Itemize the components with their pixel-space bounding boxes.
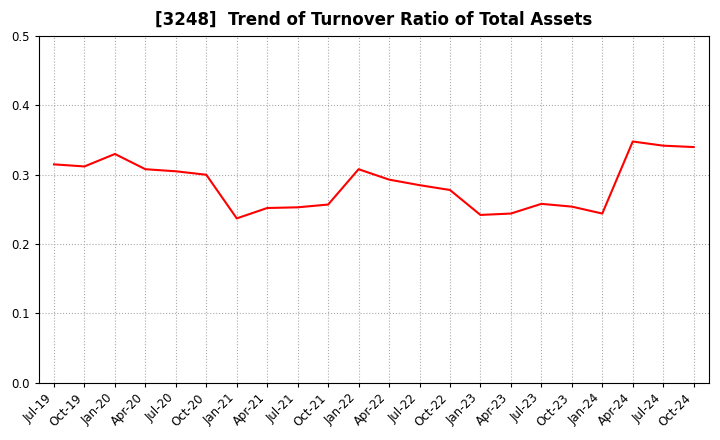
Title: [3248]  Trend of Turnover Ratio of Total Assets: [3248] Trend of Turnover Ratio of Total … bbox=[156, 11, 593, 29]
